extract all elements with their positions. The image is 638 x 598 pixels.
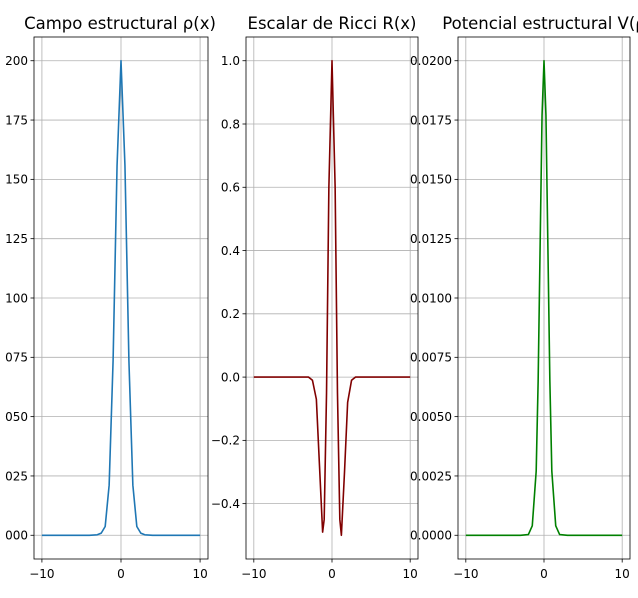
x-tick-label: 10: [615, 567, 630, 581]
y-tick-label: 175: [5, 113, 28, 127]
y-tick-label: 125: [5, 232, 28, 246]
y-tick-label: 000: [5, 529, 28, 543]
x-tick-label: −10: [241, 567, 266, 581]
subplot-title: Escalar de Ricci R(x): [248, 14, 417, 33]
series-line: [253, 59, 411, 537]
y-tick-label: 0.0050: [410, 410, 452, 424]
y-tick-label: 025: [5, 469, 28, 483]
y-tick-label: 0.4: [221, 244, 240, 258]
subplot-title: Potencial estructural V(ρ: [442, 14, 638, 33]
y-tick-label: 0.0100: [410, 291, 452, 305]
y-tick-label: 0.8: [221, 117, 240, 131]
x-tick-label: 0: [328, 567, 336, 581]
x-tick-label: 0: [117, 567, 125, 581]
x-tick-label: −10: [453, 567, 478, 581]
y-tick-label: 0.0000: [410, 529, 452, 543]
subplot-3: −10 0 10 0.0000 0.0025 0.0050 0.0075 0.0100 0.01…: [410, 14, 638, 581]
x-tick-label: 0: [540, 567, 548, 581]
subplot-2: −10 0 10 −0.4 −0.2 0.0 0.2 0.4 0.6 0.8 1.0 Escalar …: [211, 14, 419, 581]
series-line: [465, 59, 623, 537]
series-line: [41, 59, 201, 537]
y-tick-label: 075: [5, 351, 28, 365]
y-tick-label: 050: [5, 410, 28, 424]
y-tick-label: −0.2: [211, 434, 240, 448]
y-tick-label: 0.0025: [410, 469, 452, 483]
x-tick-label: −10: [29, 567, 54, 581]
x-tick-label: 10: [192, 567, 207, 581]
y-tick-label: 0.0150: [410, 173, 452, 187]
subplot-1: −10 0 10 000 025 050 075 100 125 150 175 200 Campo e…: [5, 14, 216, 581]
y-tick-label: 150: [5, 173, 28, 187]
subplot-title: Campo estructural ρ(x): [24, 14, 216, 33]
y-tick-label: 0.0175: [410, 113, 452, 127]
y-tick-label: 0.0075: [410, 351, 452, 365]
y-tick-label: 0.2: [221, 307, 240, 321]
y-tick-label: 1.0: [221, 54, 240, 68]
y-tick-label: −0.4: [211, 497, 240, 511]
y-tick-label: 200: [5, 54, 28, 68]
y-tick-label: 0.0125: [410, 232, 452, 246]
y-tick-label: 0.0: [221, 370, 240, 384]
y-tick-label: 0.6: [221, 181, 240, 195]
y-tick-label: 0.0200: [410, 54, 452, 68]
y-tick-label: 100: [5, 291, 28, 305]
x-tick-label: 10: [403, 567, 418, 581]
